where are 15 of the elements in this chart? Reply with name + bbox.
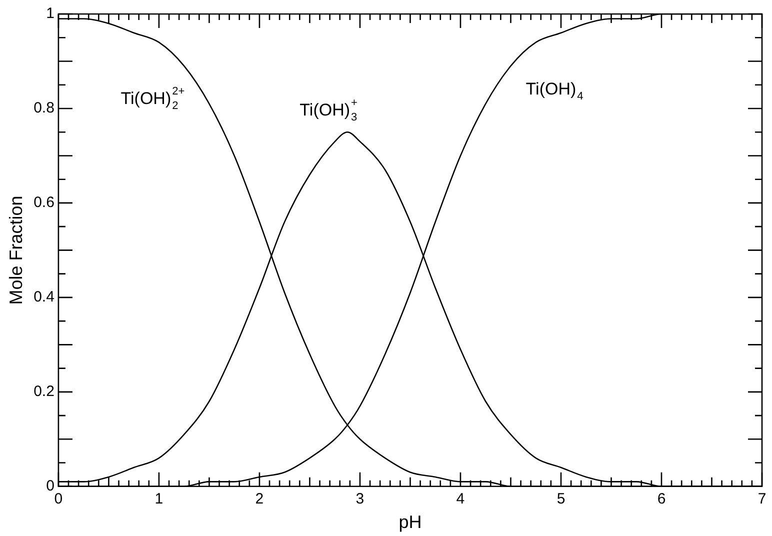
- y-tick-label: 0.6: [34, 194, 54, 212]
- x-tick-label: 7: [758, 490, 766, 508]
- x-tick-label: 4: [456, 490, 465, 508]
- y-tick-label: 0: [46, 478, 54, 495]
- y-tick-label: 0.4: [34, 288, 54, 306]
- y-tick-label: 0.2: [34, 383, 54, 400]
- x-tick-label: 2: [255, 490, 264, 508]
- x-axis-title: pH: [398, 512, 422, 532]
- y-tick-label: 1: [46, 5, 54, 22]
- y-axis-title: Mole Fraction: [6, 196, 26, 305]
- x-tick-label: 6: [657, 490, 666, 508]
- x-tick-label: 3: [356, 490, 364, 508]
- x-tick-label: 1: [154, 490, 164, 508]
- x-tick-label: 5: [556, 490, 566, 508]
- y-tick-label: 0.8: [34, 100, 54, 117]
